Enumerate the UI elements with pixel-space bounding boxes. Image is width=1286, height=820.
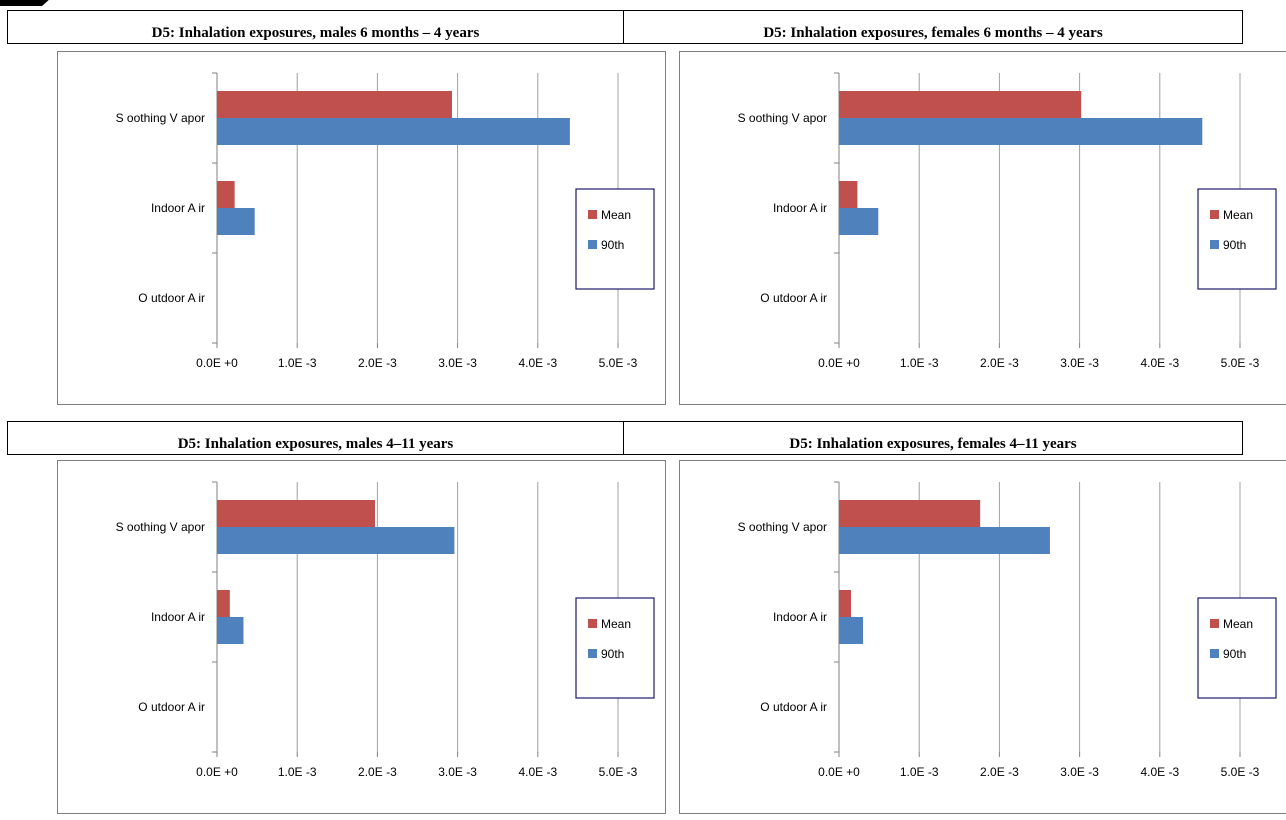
category-label: Indoor A ir <box>151 201 205 215</box>
chart-panel-3: 0.0E +0 1.0E -3 2.0E -3 3.0E -3 4.0E -3 5.0E … <box>57 460 666 814</box>
bar-mean <box>839 91 1082 118</box>
x-tick-label: 5.0E -3 <box>1221 765 1260 779</box>
bar-90th <box>217 527 455 554</box>
category-label: O utdoor A ir <box>760 700 827 714</box>
bar-90th <box>839 617 864 644</box>
legend-swatch-mean <box>588 210 597 219</box>
legend-label-90th: 90th <box>601 238 624 252</box>
category-label: Indoor A ir <box>773 610 827 624</box>
category-label: S oothing V apor <box>116 111 205 125</box>
legend-label-mean: Mean <box>601 617 631 631</box>
legend-swatch-90th <box>588 240 597 249</box>
chart-header-males-6m-4y: D5: Inhalation exposures, males 6 months… <box>7 10 624 44</box>
legend-box <box>575 597 655 699</box>
chart-header-females-6m-4y: D5: Inhalation exposures, females 6 mont… <box>623 10 1243 44</box>
x-tick-label: 1.0E -3 <box>900 356 939 370</box>
x-tick-label: 4.0E -3 <box>1140 356 1179 370</box>
chart-panel-4: 0.0E +0 1.0E -3 2.0E -3 3.0E -3 4.0E -3 5.0E … <box>679 460 1286 814</box>
x-tick-label: 0.0E +0 <box>196 765 238 779</box>
chart-panel-2: 0.0E +0 1.0E -3 2.0E -3 3.0E -3 4.0E -3 5.0E … <box>679 51 1286 405</box>
category-label: O utdoor A ir <box>760 291 827 305</box>
bar-90th <box>217 617 244 644</box>
legend-label-90th: 90th <box>1223 238 1246 252</box>
category-label: O utdoor A ir <box>138 700 205 714</box>
bar-mean <box>217 590 230 617</box>
legend-swatch-90th <box>1210 649 1219 658</box>
legend-label-mean: Mean <box>1223 617 1253 631</box>
x-tick-label: 4.0E -3 <box>1140 765 1179 779</box>
x-tick-label: 3.0E -3 <box>1060 356 1099 370</box>
bar-mean <box>839 500 981 527</box>
legend-label-mean: Mean <box>1223 208 1253 222</box>
x-tick-label: 3.0E -3 <box>1060 765 1099 779</box>
category-label: S oothing V apor <box>738 111 827 125</box>
page-heading-fragment <box>0 0 60 6</box>
x-tick-label: 2.0E -3 <box>980 765 1019 779</box>
category-label: O utdoor A ir <box>138 291 205 305</box>
x-tick-label: 3.0E -3 <box>438 765 477 779</box>
chart-header-males-4-11y: D5: Inhalation exposures, males 4–11 yea… <box>7 421 624 455</box>
chart-panel-1: 0.0E +0 1.0E -3 2.0E -3 3.0E -3 4.0E -3 5.0E … <box>57 51 666 405</box>
chart-2-svg: 0.0E +0 1.0E -3 2.0E -3 3.0E -3 4.0E -3 5.0E … <box>738 72 1277 370</box>
legend-label-mean: Mean <box>601 208 631 222</box>
bar-mean <box>217 91 452 118</box>
legend-box <box>1197 188 1277 290</box>
legend-swatch-90th <box>588 649 597 658</box>
x-tick-label: 5.0E -3 <box>599 765 638 779</box>
x-tick-label: 4.0E -3 <box>518 765 557 779</box>
chart-3-svg: 0.0E +0 1.0E -3 2.0E -3 3.0E -3 4.0E -3 5.0E … <box>116 481 655 779</box>
category-label: Indoor A ir <box>773 201 827 215</box>
category-label: Indoor A ir <box>151 610 205 624</box>
legend-swatch-mean <box>588 619 597 628</box>
bar-90th <box>839 527 1050 554</box>
bar-mean <box>839 181 858 208</box>
x-tick-label: 2.0E -3 <box>358 765 397 779</box>
bar-mean <box>839 590 852 617</box>
bar-mean <box>217 500 375 527</box>
x-tick-label: 5.0E -3 <box>1221 356 1260 370</box>
x-tick-label: 1.0E -3 <box>278 356 317 370</box>
legend-label-90th: 90th <box>1223 647 1246 661</box>
category-label: S oothing V apor <box>738 520 827 534</box>
legend-swatch-mean <box>1210 619 1219 628</box>
x-tick-label: 5.0E -3 <box>599 356 638 370</box>
x-tick-label: 4.0E -3 <box>518 356 557 370</box>
x-tick-label: 0.0E +0 <box>818 356 860 370</box>
chart-header-females-4-11y: D5: Inhalation exposures, females 4–11 y… <box>623 421 1243 455</box>
bar-90th <box>217 208 255 235</box>
bar-90th <box>839 118 1203 145</box>
legend-box <box>1197 597 1277 699</box>
category-label: S oothing V apor <box>116 520 205 534</box>
x-tick-label: 0.0E +0 <box>196 356 238 370</box>
bar-90th <box>217 118 570 145</box>
x-tick-label: 3.0E -3 <box>438 356 477 370</box>
x-tick-label: 0.0E +0 <box>818 765 860 779</box>
legend-swatch-90th <box>1210 240 1219 249</box>
chart-1-svg: 0.0E +0 1.0E -3 2.0E -3 3.0E -3 4.0E -3 5.0E … <box>116 72 655 370</box>
x-tick-label: 2.0E -3 <box>980 356 1019 370</box>
x-tick-label: 2.0E -3 <box>358 356 397 370</box>
x-tick-label: 1.0E -3 <box>278 765 317 779</box>
legend-label-90th: 90th <box>601 647 624 661</box>
bar-90th <box>839 208 879 235</box>
x-tick-label: 1.0E -3 <box>900 765 939 779</box>
legend-box <box>575 188 655 290</box>
bar-mean <box>217 181 235 208</box>
chart-4-svg: 0.0E +0 1.0E -3 2.0E -3 3.0E -3 4.0E -3 5.0E … <box>738 481 1277 779</box>
legend-swatch-mean <box>1210 210 1219 219</box>
